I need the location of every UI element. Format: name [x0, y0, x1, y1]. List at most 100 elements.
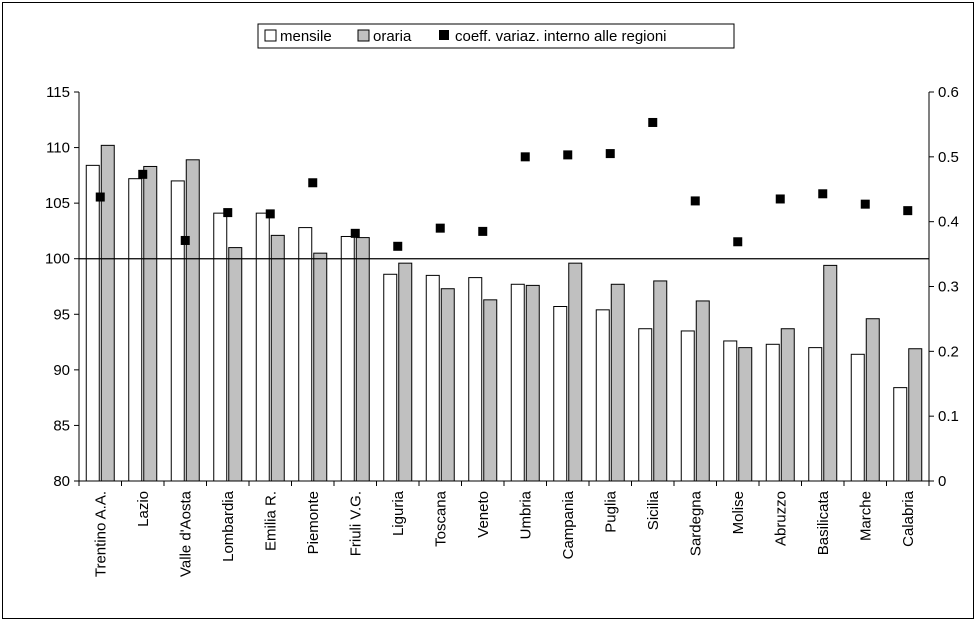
x-tick-label: Emilia R.: [262, 491, 279, 551]
y-tick-label-right: 0: [938, 473, 946, 490]
y-tick-label-left: 95: [53, 306, 70, 323]
x-tick-label: Abruzzo: [772, 491, 789, 546]
point-coeff: [138, 169, 148, 179]
y-tick-label-left: 90: [53, 362, 70, 379]
bar-oraria: [780, 328, 795, 482]
y-tick-label-left: 80: [53, 473, 70, 490]
x-tick-label: Lombardia: [220, 490, 237, 562]
bar-mensile: [680, 330, 695, 482]
point-coeff: [733, 237, 743, 247]
bar-mensile: [298, 227, 313, 482]
point-coeff: [903, 206, 913, 216]
y-tick-label-right: 0.3: [938, 279, 959, 296]
y-tick-label-right: 0.5: [938, 149, 959, 166]
x-tick-label: Puglia: [602, 490, 619, 532]
bar-mensile: [893, 387, 908, 482]
x-tick-label: Marche: [857, 491, 874, 541]
point-coeff: [435, 223, 445, 233]
x-tick-label: Toscana: [432, 490, 449, 547]
point-coeff: [308, 178, 318, 188]
bar-mensile: [765, 343, 780, 482]
bar-mensile: [553, 306, 568, 482]
bar-mensile: [808, 347, 823, 482]
legend-label-mensile: mensile: [280, 28, 332, 45]
x-tick-label: Trentino A.A.: [92, 491, 109, 577]
legend-swatch-mensile: [264, 29, 277, 42]
x-tick-label: Basilicata: [815, 490, 832, 555]
bar-mensile: [170, 180, 185, 482]
point-coeff: [690, 196, 700, 206]
bar-mensile: [128, 178, 143, 482]
legend-swatch-oraria: [357, 29, 370, 42]
legend-label-coeff: coeff. variaz. interno alle regioni: [455, 28, 667, 45]
bar-mensile: [638, 328, 653, 482]
legend-swatch-coeff: [439, 30, 449, 40]
x-tick-label: Valle d'Aosta: [177, 490, 194, 577]
y-tick-label-right: 0.4: [938, 214, 959, 231]
y-tick-label-right: 0.1: [938, 408, 959, 425]
bar-oraria: [313, 252, 328, 482]
y-tick-label-right: 0.6: [938, 84, 959, 101]
point-coeff: [180, 235, 190, 245]
point-coeff: [265, 209, 275, 219]
bar-mensile: [213, 212, 228, 482]
point-coeff: [223, 208, 233, 218]
bar-oraria: [695, 300, 710, 482]
bar-mensile: [425, 274, 440, 482]
point-coeff: [350, 228, 360, 238]
point-coeff: [520, 152, 530, 162]
x-tick-label: Veneto: [475, 491, 492, 538]
bar-oraria: [143, 165, 158, 482]
point-coeff: [605, 149, 615, 159]
bar-oraria: [440, 288, 455, 482]
bar-oraria: [270, 234, 285, 482]
x-tick-label: Sardegna: [687, 490, 704, 556]
axes-layer: Trentino A.A. Lazio Valle d'Aosta Lombardia…: [45, 84, 959, 577]
x-tick-label: Calabria: [900, 490, 917, 547]
bar-mensile: [510, 283, 525, 482]
point-coeff: [818, 189, 828, 199]
x-tick-label: Campania: [560, 490, 577, 559]
bar-oraria: [610, 283, 625, 482]
bar-oraria: [865, 318, 880, 482]
points-layer: [95, 117, 913, 251]
y-tick-label-right: 0.2: [938, 343, 959, 360]
bar-mensile: [255, 212, 270, 482]
point-coeff: [478, 226, 488, 236]
y-tick-label-left: 100: [45, 251, 70, 268]
bar-oraria: [738, 347, 753, 482]
x-tick-label: Liguria: [390, 490, 407, 536]
x-tick-label: Friuli V.G.: [347, 491, 364, 556]
bar-oraria: [355, 237, 370, 482]
bar-oraria: [228, 247, 243, 482]
bar-oraria: [653, 280, 668, 482]
bar-oraria: [823, 264, 838, 482]
legend-label-oraria: oraria: [373, 28, 412, 45]
y-tick-label-left: 105: [45, 195, 70, 212]
point-coeff: [648, 117, 658, 127]
y-tick-label-left: 115: [46, 84, 70, 101]
bars-layer: [85, 144, 923, 482]
bar-oraria: [483, 299, 498, 482]
bar-mensile: [468, 277, 483, 482]
bar-mensile: [723, 340, 738, 482]
point-coeff: [563, 150, 573, 160]
x-tick-label: Molise: [730, 491, 747, 534]
legend: mensile oraria coeff. variaz. interno al…: [257, 23, 735, 49]
point-coeff: [775, 194, 785, 204]
y-tick-label-left: 85: [53, 417, 70, 434]
x-tick-label: Umbria: [517, 490, 534, 539]
bar-oraria: [185, 159, 200, 482]
point-coeff: [95, 192, 105, 202]
point-coeff: [860, 199, 870, 209]
bar-mensile: [595, 309, 610, 482]
x-tick-label: Piemonte: [305, 491, 322, 554]
point-coeff: [393, 241, 403, 251]
bar-oraria: [568, 262, 583, 482]
x-tick-label: Lazio: [135, 491, 152, 527]
y-tick-label-left: 110: [46, 140, 70, 157]
bar-mensile: [85, 164, 100, 482]
bar-mensile: [340, 235, 355, 482]
bar-oraria: [398, 262, 413, 482]
